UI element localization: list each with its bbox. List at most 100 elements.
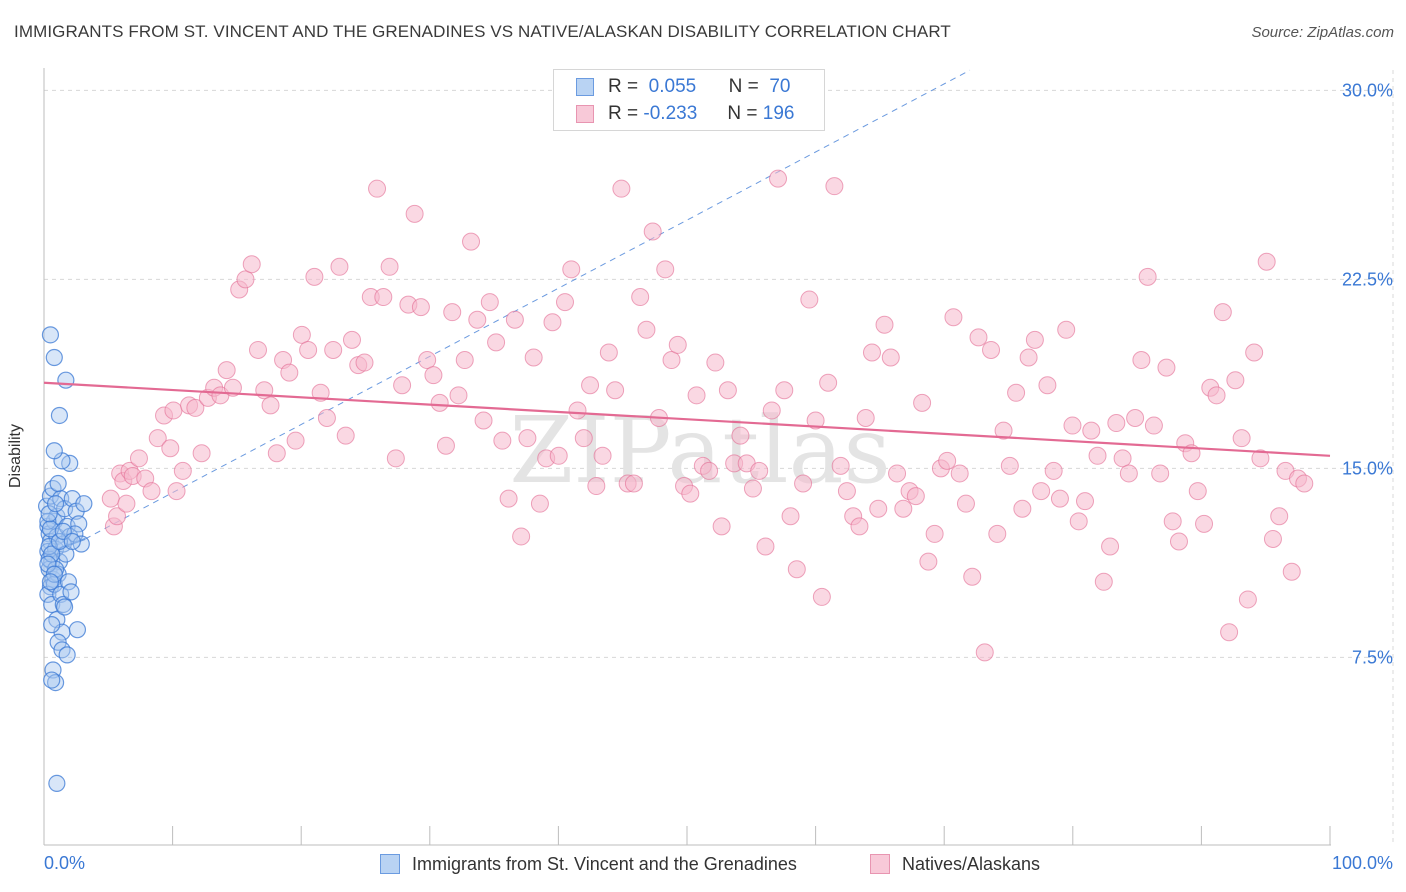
- natives-point: [800, 290, 819, 309]
- natives-point: [850, 517, 869, 536]
- series-natives-points: [101, 169, 1314, 662]
- natives-point: [856, 409, 875, 427]
- natives-point: [129, 449, 148, 468]
- natives-point: [487, 333, 506, 352]
- natives-point: [299, 340, 318, 359]
- natives-point: [1232, 429, 1251, 448]
- natives-point: [101, 489, 120, 508]
- natives-point: [769, 169, 788, 188]
- immigrants-point: [59, 573, 78, 591]
- natives-point: [643, 222, 662, 241]
- natives-point: [462, 232, 481, 251]
- r-value-immigrants: 0.055: [648, 76, 697, 97]
- natives-point: [1063, 416, 1082, 435]
- tick-labels: 7.5% 15.0% 22.5% 30.0% 0.0% 100.0%: [44, 80, 1393, 873]
- immigrants-point: [50, 406, 69, 425]
- natives-point: [944, 308, 963, 327]
- natives-point: [1007, 383, 1026, 402]
- immigrants-point: [46, 495, 65, 513]
- natives-point: [324, 340, 343, 359]
- natives-point: [311, 383, 330, 402]
- immigrants-point: [41, 573, 60, 591]
- natives-point: [164, 401, 183, 420]
- natives-point: [223, 378, 242, 397]
- natives-point: [831, 456, 850, 475]
- natives-point: [1220, 623, 1239, 642]
- natives-point: [875, 315, 894, 334]
- natives-point: [624, 474, 643, 493]
- natives-point: [518, 429, 537, 448]
- natives-point: [969, 328, 988, 347]
- natives-point: [524, 348, 543, 367]
- immigrants-point: [52, 585, 70, 604]
- natives-point: [1251, 449, 1270, 468]
- natives-point: [108, 507, 127, 526]
- natives-point: [963, 567, 982, 586]
- natives-point: [1282, 562, 1301, 581]
- natives-point: [167, 482, 186, 501]
- natives-point: [1000, 456, 1019, 475]
- natives-point: [837, 482, 856, 501]
- immigrants-point: [70, 515, 88, 533]
- y-axis-label: Disability: [7, 423, 24, 489]
- natives-point: [242, 255, 261, 274]
- n-value-natives: 196: [762, 103, 795, 124]
- n-label: N =: [727, 103, 758, 124]
- natives-point: [700, 461, 719, 480]
- natives-point: [812, 587, 831, 606]
- natives-point: [480, 293, 499, 312]
- natives-point: [505, 310, 524, 329]
- natives-point: [1038, 376, 1057, 395]
- natives-point: [637, 320, 656, 339]
- immigrants-point: [50, 532, 69, 551]
- natives-point: [574, 429, 593, 448]
- natives-point: [593, 446, 612, 465]
- natives-point: [286, 431, 305, 450]
- natives-point: [186, 398, 205, 417]
- natives-point: [982, 340, 1001, 359]
- natives-point: [418, 351, 437, 370]
- natives-point: [368, 179, 387, 198]
- natives-point: [1088, 446, 1107, 465]
- natives-point: [1138, 267, 1157, 286]
- natives-point: [249, 340, 268, 359]
- natives-point: [687, 386, 706, 405]
- natives-point: [1013, 499, 1032, 518]
- immigrants-point: [45, 442, 63, 460]
- natives-point: [336, 426, 355, 445]
- natives-point: [436, 436, 455, 455]
- natives-point: [1082, 421, 1101, 440]
- natives-point: [1207, 386, 1226, 405]
- y-tick-label: 15.0%: [1342, 458, 1393, 478]
- natives-point: [305, 267, 324, 286]
- natives-point: [581, 376, 600, 395]
- immigrants-point: [68, 621, 87, 639]
- immigrants-point: [43, 671, 61, 689]
- immigrants-point: [49, 474, 67, 493]
- natives-point: [1032, 482, 1051, 501]
- natives-point: [330, 257, 349, 276]
- x-tick-label: 0.0%: [44, 853, 85, 873]
- natives-point: [493, 431, 512, 450]
- natives-point: [1019, 348, 1038, 367]
- immigrants-point: [62, 583, 80, 601]
- natives-point: [819, 373, 838, 392]
- y-tick-label: 7.5%: [1352, 647, 1393, 667]
- natives-point: [1245, 343, 1264, 362]
- pink-swatch: [576, 105, 594, 123]
- natives-point: [919, 552, 938, 571]
- blue-swatch: [380, 854, 400, 874]
- r-value-natives: -0.233: [643, 103, 698, 124]
- natives-point: [1213, 303, 1232, 322]
- n-value-immigrants: 70: [769, 76, 791, 97]
- natives-point: [587, 477, 606, 496]
- natives-point: [806, 411, 825, 430]
- natives-point: [994, 421, 1013, 440]
- natives-point: [1270, 507, 1289, 526]
- chart-title: IMMIGRANTS FROM ST. VINCENT AND THE GREN…: [14, 22, 951, 41]
- natives-point: [668, 335, 687, 354]
- natives-point: [424, 366, 443, 385]
- natives-point: [530, 494, 549, 513]
- natives-point: [1157, 358, 1176, 377]
